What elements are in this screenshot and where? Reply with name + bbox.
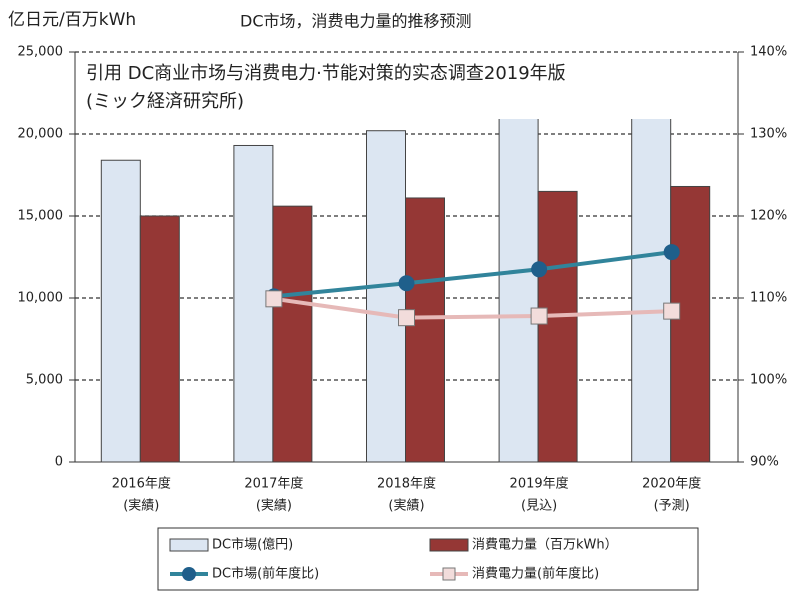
x-tick-label: (実績) <box>123 498 159 514</box>
y2-tick-label: 120% <box>750 209 787 224</box>
bar <box>272 205 313 463</box>
line <box>273 250 672 299</box>
x-tick-label: 2017年度 <box>244 476 303 492</box>
line <box>273 296 672 320</box>
bar <box>100 159 141 463</box>
y2-tick-label: 140% <box>750 45 787 60</box>
y2-tick-label: 130% <box>750 127 787 142</box>
legend-label: 消費電力量（百万kWh） <box>472 538 618 553</box>
x-tick-label: (見込) <box>521 499 557 514</box>
y-tick-label: 15,000 <box>18 209 64 224</box>
y-tick-label: 10,000 <box>18 291 64 306</box>
bar <box>498 113 539 463</box>
y2-tick-label: 90% <box>750 455 779 470</box>
annotation: (ミック経済研究所) <box>86 91 244 112</box>
y2-tick-label: 110% <box>750 291 787 306</box>
marker <box>398 275 415 292</box>
annotation-box <box>80 55 734 119</box>
bar <box>537 190 578 463</box>
x-tick-label: (実績) <box>388 498 424 514</box>
bar <box>139 215 180 463</box>
x-tick-label: 2016年度 <box>112 476 171 492</box>
x-tick-label: 2020年度 <box>642 476 701 492</box>
marker <box>530 307 548 325</box>
legend-box <box>157 527 699 591</box>
y-tick-label: 5,000 <box>26 373 63 388</box>
y-tick-label: 20,000 <box>18 127 64 142</box>
marker <box>663 244 680 261</box>
legend-label: 消費電力量(前年度比) <box>472 566 599 582</box>
bar <box>631 100 672 463</box>
marker <box>531 261 548 278</box>
x-tick-label: 2019年度 <box>510 476 569 492</box>
bar <box>670 185 711 463</box>
marker <box>398 309 415 327</box>
legend-swatch <box>429 538 469 552</box>
marker <box>265 290 283 308</box>
legend-label: DC市場(前年度比) <box>212 566 319 582</box>
annotation: 引用 DC商业市场与消费电力·节能对策的实态调查2019年版 <box>86 63 566 84</box>
y-tick-label: 25,000 <box>18 45 64 60</box>
bar <box>366 130 406 463</box>
bar <box>405 197 445 463</box>
y2-tick-label: 100% <box>750 373 787 388</box>
y-tick-label: 0 <box>55 455 63 470</box>
marker <box>663 302 681 320</box>
legend-marker <box>182 567 196 581</box>
legend-label: DC市場(億円) <box>212 537 293 553</box>
legend-swatch <box>169 538 209 552</box>
legend-marker <box>442 567 456 581</box>
x-tick-label: (予測) <box>654 499 690 514</box>
x-tick-label: 2018年度 <box>377 476 436 492</box>
chart-title: DC市场，消费电力量的推移预测 <box>240 12 472 31</box>
x-tick-label: (実績) <box>256 498 292 514</box>
y-axis-label: 亿日元/百万kWh <box>8 10 136 30</box>
